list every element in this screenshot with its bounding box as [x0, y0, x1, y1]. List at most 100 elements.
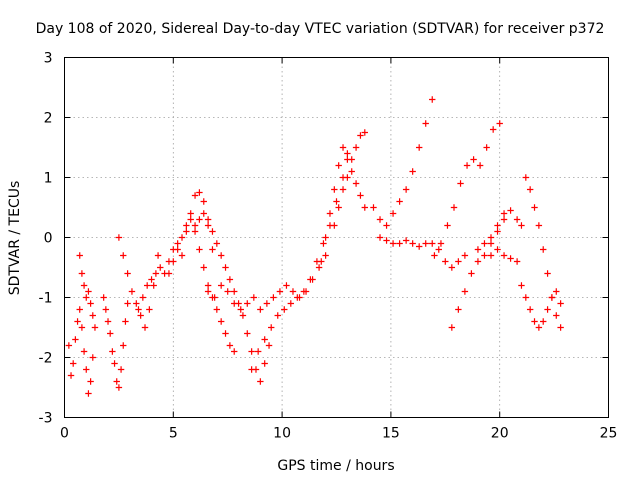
data-point — [196, 189, 203, 196]
data-point — [331, 186, 338, 193]
data-point — [204, 288, 212, 295]
data-point — [522, 174, 530, 181]
series-sat-k — [331, 168, 368, 229]
data-point — [78, 270, 86, 277]
data-point — [152, 270, 160, 277]
data-point — [339, 144, 347, 151]
data-point — [348, 168, 355, 175]
data-point — [487, 240, 495, 247]
data-point — [231, 300, 238, 307]
data-point — [526, 186, 534, 193]
data-point — [461, 288, 469, 295]
data-point — [183, 228, 190, 235]
data-point — [80, 348, 88, 355]
data-point — [146, 306, 153, 313]
data-point — [322, 234, 329, 241]
data-point — [74, 318, 81, 325]
data-point — [540, 318, 547, 325]
data-point — [115, 384, 123, 391]
plot-frame — [64, 57, 609, 418]
data-point — [457, 180, 464, 187]
data-point — [261, 360, 268, 367]
data-point — [211, 294, 218, 301]
data-point — [383, 237, 390, 244]
data-point — [429, 96, 436, 103]
series-sat-f — [165, 216, 238, 355]
data-point — [357, 132, 364, 139]
data-point — [248, 366, 255, 373]
data-point — [261, 336, 268, 343]
data-point — [481, 252, 488, 259]
x-axis-label: GPS time / hours — [277, 458, 394, 474]
data-point — [487, 234, 495, 241]
data-point — [133, 300, 140, 307]
data-point — [257, 306, 264, 313]
data-point — [120, 252, 127, 259]
data-point — [200, 198, 207, 205]
data-point — [204, 216, 212, 223]
data-point — [402, 186, 410, 193]
data-point — [143, 282, 151, 289]
data-point — [222, 330, 229, 337]
data-point — [361, 129, 368, 136]
data-point — [231, 288, 238, 295]
data-point — [489, 126, 497, 133]
data-point — [120, 342, 127, 349]
data-point — [315, 264, 323, 271]
data-point — [139, 294, 147, 301]
series-sat-n — [431, 120, 503, 259]
data-point — [80, 282, 88, 289]
series-sat-l — [370, 96, 436, 229]
data-point — [128, 288, 136, 295]
axis-ticks: 0 5 10 15 20 25 -3 -2 -1 0 1 2 3 — [39, 51, 618, 442]
data-point — [513, 258, 521, 265]
data-point — [87, 300, 94, 307]
data-point — [213, 240, 221, 247]
data-point — [409, 168, 416, 175]
data-point — [483, 144, 490, 151]
data-point — [250, 294, 258, 301]
data-point — [217, 318, 225, 325]
data-point — [455, 306, 462, 313]
data-point — [170, 258, 177, 265]
data-point — [104, 318, 112, 325]
data-point — [237, 306, 244, 313]
data-point — [191, 228, 199, 235]
data-point — [165, 270, 173, 277]
data-points — [65, 96, 564, 397]
data-point — [244, 300, 251, 307]
data-point — [89, 312, 96, 319]
data-point — [300, 288, 308, 295]
data-point — [442, 258, 449, 265]
x-tick-label: 25 — [600, 426, 618, 442]
data-point — [331, 222, 338, 229]
data-point — [196, 216, 203, 223]
data-point — [496, 120, 503, 127]
data-point — [137, 312, 144, 319]
data-point — [78, 324, 86, 331]
data-point — [187, 216, 194, 223]
data-point — [553, 288, 560, 295]
data-point — [463, 162, 471, 169]
data-point — [339, 186, 347, 193]
data-point — [476, 162, 484, 169]
data-point — [226, 342, 234, 349]
data-point — [522, 294, 530, 301]
data-point — [450, 204, 458, 211]
data-point — [540, 246, 547, 253]
data-point — [513, 216, 521, 223]
data-point — [376, 216, 384, 223]
series-sat-q — [487, 246, 521, 265]
data-point — [224, 288, 231, 295]
data-point — [178, 252, 186, 259]
data-point — [111, 360, 118, 367]
data-point — [65, 342, 73, 349]
data-point — [204, 282, 212, 289]
data-point — [494, 228, 501, 235]
data-point — [389, 240, 397, 247]
data-point — [257, 378, 264, 385]
data-point — [500, 216, 508, 223]
data-point — [178, 234, 186, 241]
data-point — [254, 348, 262, 355]
